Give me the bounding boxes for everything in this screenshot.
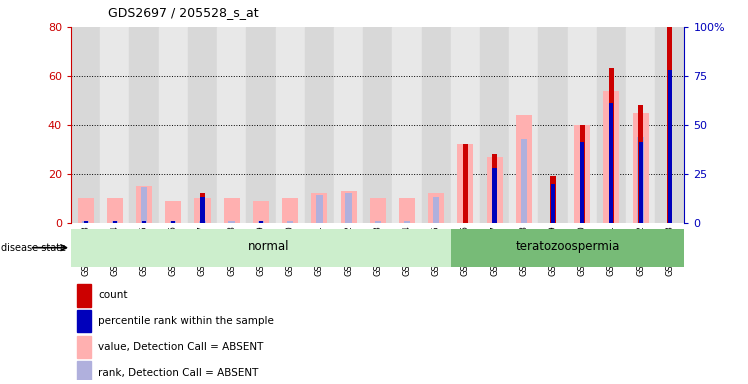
Bar [340,191,357,223]
Bar [346,194,352,223]
Bar [188,27,217,223]
Bar [370,198,386,223]
Bar [637,137,644,223]
Bar [463,144,468,223]
Bar [574,125,590,223]
Bar [428,194,444,223]
Bar [287,221,293,223]
Bar [667,27,672,223]
Bar [457,144,473,223]
Bar [171,221,175,223]
Bar [77,361,91,384]
Bar [610,103,613,223]
Bar [580,142,584,223]
Bar [668,70,672,223]
Bar [78,198,94,223]
Bar [422,27,451,223]
Bar [480,27,509,223]
Bar [509,27,539,223]
Bar [580,125,585,223]
Bar [551,176,556,223]
Bar [486,157,503,223]
Bar [492,154,497,223]
Bar [159,27,188,223]
Text: rank, Detection Call = ABSENT: rank, Detection Call = ABSENT [98,368,258,378]
Bar [142,221,146,223]
Bar [77,284,91,306]
Bar [551,184,555,223]
Bar [246,27,275,223]
Text: teratozoospermia: teratozoospermia [515,240,620,253]
Bar [224,198,239,223]
Bar [451,229,684,267]
Bar [282,198,298,223]
Bar [82,221,89,223]
Bar [521,139,527,223]
Bar [363,27,393,223]
Bar [228,221,235,223]
Bar [258,221,264,223]
Bar [626,27,655,223]
Bar [77,336,91,358]
Bar [170,221,177,223]
Text: value, Detection Call = ABSENT: value, Detection Call = ABSENT [98,342,263,352]
Bar [304,27,334,223]
Text: percentile rank within the sample: percentile rank within the sample [98,316,274,326]
Bar [399,198,415,223]
Bar [253,201,269,223]
Text: disease state: disease state [1,243,66,253]
Bar [375,221,381,223]
Bar [199,221,206,223]
Text: normal: normal [248,240,289,253]
Bar [638,105,643,223]
Bar [492,168,497,223]
Bar [111,221,118,223]
Text: GDS2697 / 205528_s_at: GDS2697 / 205528_s_at [108,6,259,19]
Bar [516,115,532,223]
Bar [334,27,363,223]
Bar [129,27,159,223]
Bar [141,187,147,223]
Bar [259,221,263,223]
Bar [393,27,422,223]
Bar [113,221,117,223]
Bar [568,27,597,223]
Bar [609,68,614,223]
Bar [633,113,649,223]
Bar [136,186,152,223]
Bar [100,27,129,223]
Bar [451,27,480,223]
Bar [200,197,205,223]
Bar [639,142,643,223]
Bar [71,229,451,267]
Bar [77,310,91,333]
Text: count: count [98,290,128,300]
Bar [84,221,88,223]
Bar [539,27,568,223]
Bar [217,27,246,223]
Bar [316,195,322,223]
Bar [433,197,439,223]
Bar [404,221,410,223]
Bar [194,198,210,223]
Bar [655,27,684,223]
Bar [165,201,181,223]
Bar [200,194,205,223]
Bar [597,27,626,223]
Bar [311,194,328,223]
Bar [71,27,100,223]
Bar [275,27,304,223]
Bar [107,198,123,223]
Bar [604,91,619,223]
